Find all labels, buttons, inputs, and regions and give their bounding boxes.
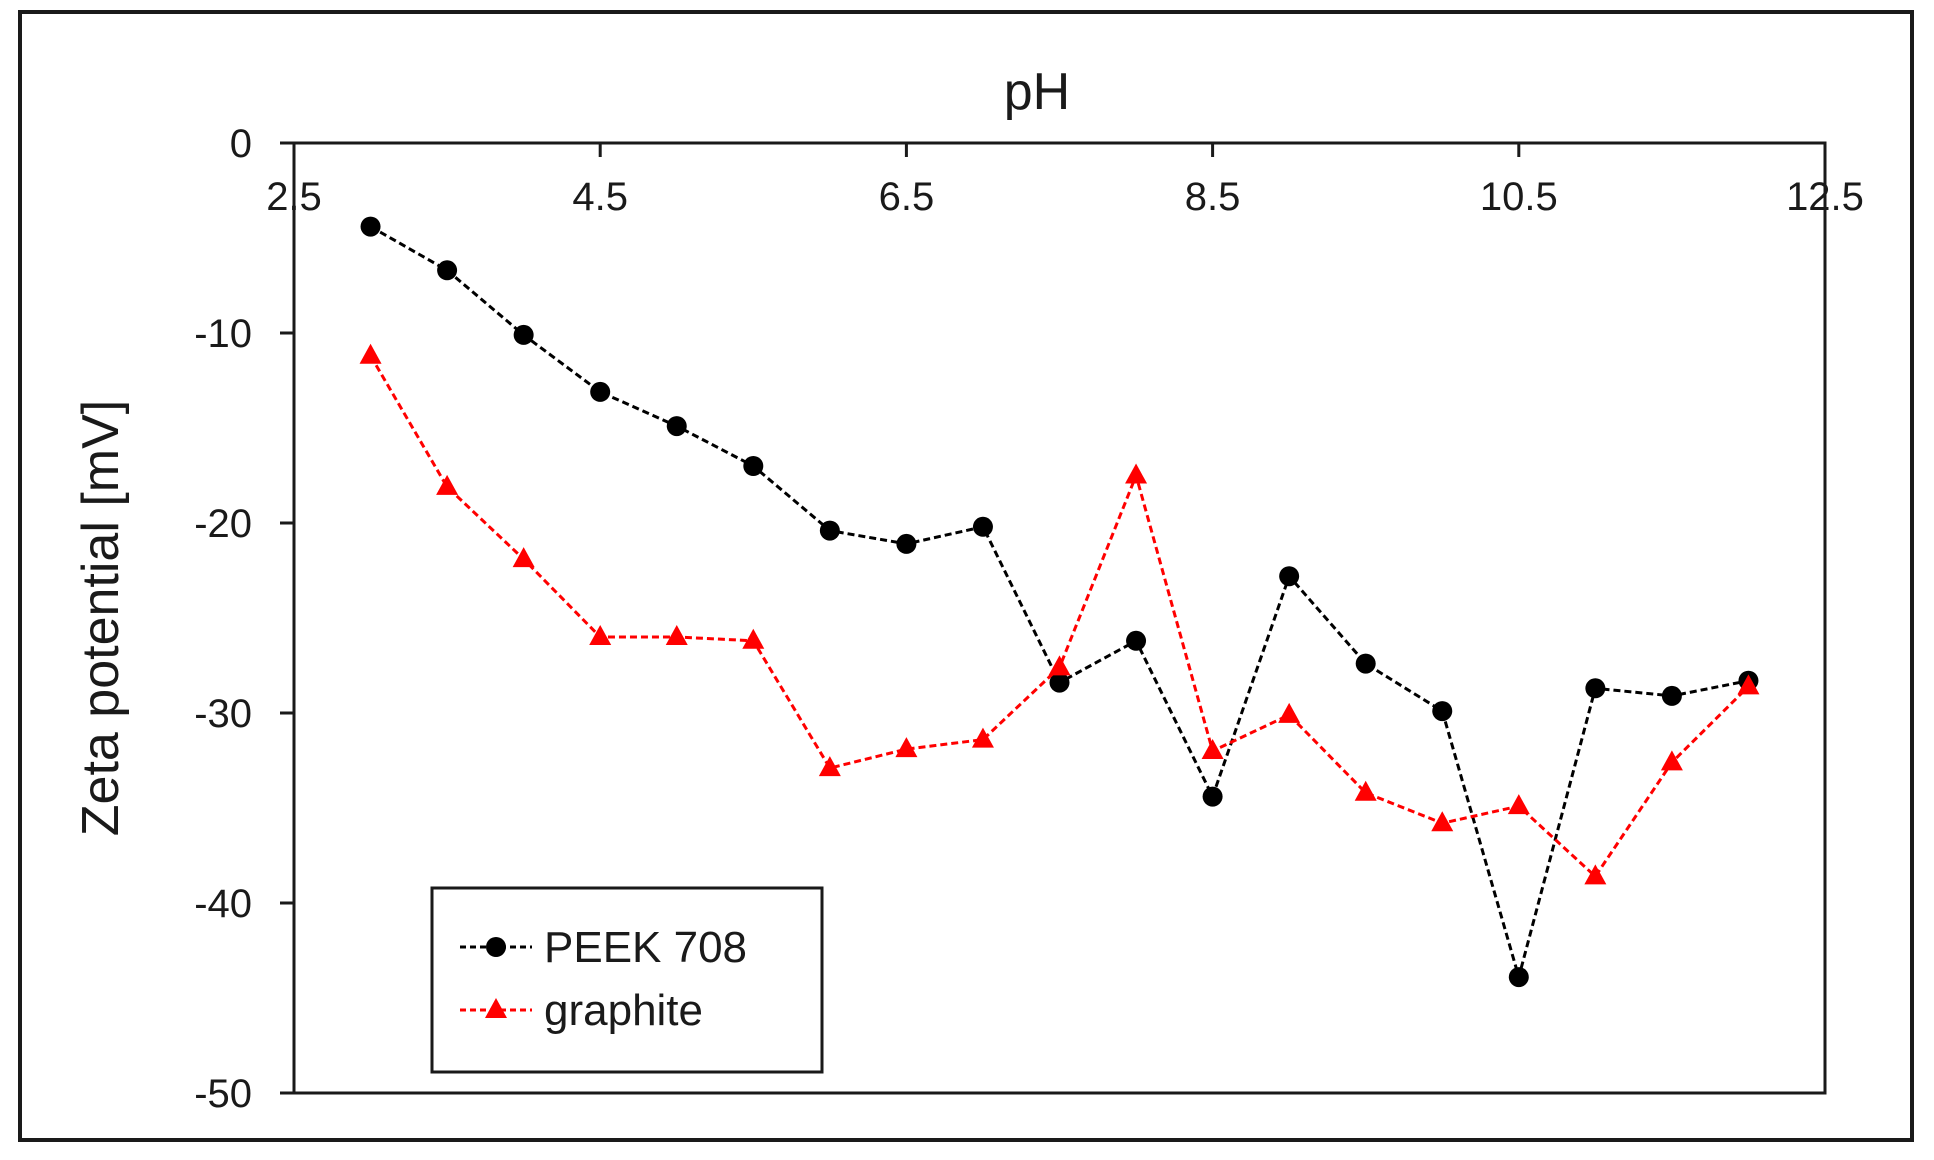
point-peek-708 <box>819 520 840 541</box>
legend-marker-graphite <box>485 998 507 1018</box>
point-graphite <box>895 737 918 758</box>
point-peek-708 <box>1355 653 1376 674</box>
y-axis-ticks: 0 -10 -20 -30 -40 -50 <box>194 122 294 1116</box>
point-peek-708 <box>1508 967 1529 988</box>
legend-box <box>430 886 824 1074</box>
point-graphite <box>1354 780 1377 801</box>
legend-label-graphite: graphite <box>544 986 703 1035</box>
x-tick-label: 10.5 <box>1480 175 1558 219</box>
y-tick-label: -20 <box>194 502 252 546</box>
y-tick-label: 0 <box>230 122 252 166</box>
point-graphite <box>1737 674 1760 695</box>
point-peek-708 <box>1661 685 1682 706</box>
point-peek-708 <box>1432 701 1453 722</box>
point-peek-708 <box>896 533 917 554</box>
data-series <box>359 216 1760 988</box>
point-graphite <box>359 343 382 364</box>
point-peek-708 <box>1279 566 1300 587</box>
point-peek-708 <box>666 416 687 437</box>
point-graphite <box>1507 794 1530 815</box>
x-tick-label: 12.5 <box>1786 175 1864 219</box>
x-tick-label: 2.5 <box>266 175 322 219</box>
x-axis-ticks: 2.5 4.5 6.5 8.5 10.5 12.5 <box>266 143 1864 219</box>
point-graphite <box>1660 750 1683 771</box>
point-peek-708 <box>437 260 458 281</box>
point-graphite <box>1278 702 1301 723</box>
legend-marker-peek-708 <box>486 937 506 957</box>
y-tick-label: -40 <box>194 882 252 926</box>
point-graphite <box>742 628 765 649</box>
legend: PEEK 708 graphite <box>430 886 824 1074</box>
point-peek-708 <box>1202 786 1223 807</box>
point-peek-708 <box>513 324 534 345</box>
x-tick-label: 4.5 <box>572 175 628 219</box>
y-tick-label: -10 <box>194 312 252 356</box>
point-graphite <box>665 625 688 645</box>
point-peek-708 <box>743 456 764 476</box>
point-graphite <box>1048 655 1071 676</box>
point-graphite <box>1584 864 1607 885</box>
y-tick-label: -50 <box>194 1072 252 1116</box>
point-peek-708 <box>590 381 611 402</box>
x-tick-label: 6.5 <box>879 175 935 219</box>
point-peek-708 <box>360 216 381 237</box>
point-graphite <box>436 474 459 495</box>
y-axis-title: Zeta potential [mV] <box>72 400 130 836</box>
y-tick-label: -30 <box>194 692 252 736</box>
point-graphite <box>1125 463 1148 484</box>
point-graphite <box>1201 739 1224 759</box>
point-graphite <box>1431 811 1454 832</box>
x-tick-label: 8.5 <box>1185 175 1241 219</box>
point-graphite <box>971 727 994 748</box>
point-graphite <box>818 756 841 777</box>
point-peek-708 <box>1585 678 1606 699</box>
legend-label-peek-708: PEEK 708 <box>544 923 747 972</box>
point-peek-708 <box>972 516 993 537</box>
point-peek-708 <box>1126 630 1147 651</box>
point-graphite <box>512 547 535 568</box>
x-axis-title: pH <box>1004 63 1070 121</box>
point-graphite <box>589 625 612 645</box>
point-peek-708 <box>1049 672 1070 693</box>
